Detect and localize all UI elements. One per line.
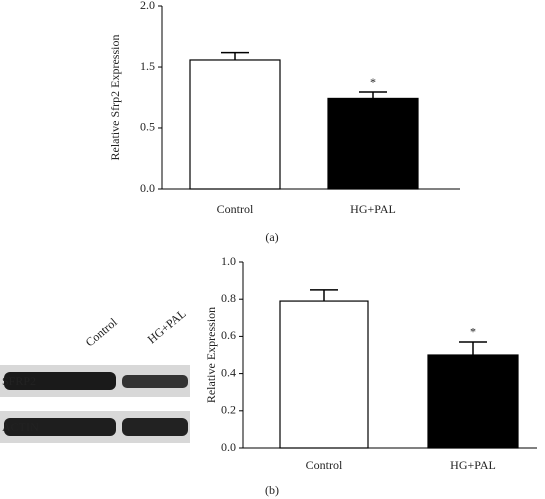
caption: (b)	[265, 483, 279, 497]
caption: (a)	[265, 230, 278, 244]
y-axis-label: Relative Expression	[204, 307, 218, 403]
y-tick-label: 2.0	[140, 0, 155, 12]
band	[122, 375, 188, 388]
y-tick-label: 0.0	[221, 440, 236, 454]
bar	[189, 59, 281, 190]
band	[4, 372, 116, 390]
bar	[427, 354, 519, 449]
lane-label: Control	[83, 315, 121, 350]
y-tick-label: 1.0	[221, 254, 236, 268]
y-tick-label: 0.4	[221, 365, 236, 379]
row-label: ACTIN	[2, 420, 39, 434]
bar	[327, 97, 419, 190]
y-tick-label: 0.2	[221, 403, 236, 417]
lane-label: HG+PAL	[145, 306, 189, 346]
significance-mark: *	[370, 75, 376, 89]
x-tick-label: HG+PAL	[450, 458, 496, 472]
x-tick-label: HG+PAL	[350, 202, 396, 216]
bar	[279, 300, 369, 449]
x-tick-label: Control	[306, 458, 343, 472]
y-tick-label: 1.5	[140, 59, 155, 73]
x-tick-label: Control	[217, 202, 254, 216]
row-label: SFRP2	[2, 374, 36, 388]
band	[122, 418, 188, 436]
y-tick-label: 0.6	[221, 328, 236, 342]
y-axis-label: Relative Sfrp2 Expression	[108, 35, 122, 161]
significance-mark: *	[470, 325, 476, 339]
band	[4, 418, 116, 436]
y-tick-label: 0.0	[140, 181, 155, 195]
y-tick-label: 0.8	[221, 291, 236, 305]
blot: Control HG+PAL SFRP2 ACTIN	[0, 306, 190, 443]
y-tick-label: 0.5	[140, 120, 155, 134]
